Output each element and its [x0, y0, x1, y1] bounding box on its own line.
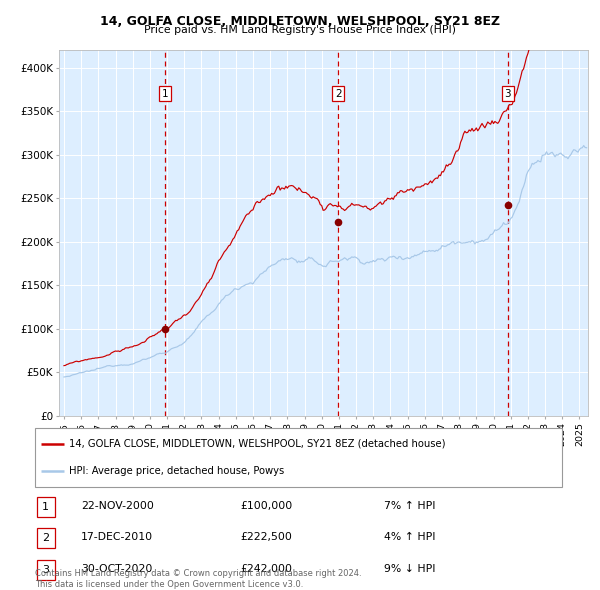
Text: 9% ↓ HPI: 9% ↓ HPI: [384, 564, 436, 573]
FancyBboxPatch shape: [37, 528, 55, 548]
Text: 14, GOLFA CLOSE, MIDDLETOWN, WELSHPOOL, SY21 8EZ: 14, GOLFA CLOSE, MIDDLETOWN, WELSHPOOL, …: [100, 15, 500, 28]
Text: Price paid vs. HM Land Registry's House Price Index (HPI): Price paid vs. HM Land Registry's House …: [144, 25, 456, 35]
FancyBboxPatch shape: [37, 497, 55, 517]
Text: 1: 1: [162, 88, 169, 99]
Text: Contains HM Land Registry data © Crown copyright and database right 2024.
This d: Contains HM Land Registry data © Crown c…: [35, 569, 361, 589]
Text: 1: 1: [42, 502, 49, 512]
Text: 3: 3: [505, 88, 511, 99]
Text: 22-NOV-2000: 22-NOV-2000: [81, 501, 154, 510]
Text: 30-OCT-2020: 30-OCT-2020: [81, 564, 152, 573]
Text: HPI: Average price, detached house, Powys: HPI: Average price, detached house, Powy…: [69, 466, 284, 476]
Text: £100,000: £100,000: [240, 501, 292, 510]
Text: 17-DEC-2010: 17-DEC-2010: [81, 532, 153, 542]
Text: £222,500: £222,500: [240, 532, 292, 542]
Text: 14, GOLFA CLOSE, MIDDLETOWN, WELSHPOOL, SY21 8EZ (detached house): 14, GOLFA CLOSE, MIDDLETOWN, WELSHPOOL, …: [69, 439, 446, 448]
Text: 4% ↑ HPI: 4% ↑ HPI: [384, 532, 436, 542]
Text: 2: 2: [42, 533, 49, 543]
Text: 3: 3: [42, 565, 49, 575]
FancyBboxPatch shape: [35, 428, 562, 487]
Text: £242,000: £242,000: [240, 564, 292, 573]
Text: 7% ↑ HPI: 7% ↑ HPI: [384, 501, 436, 510]
FancyBboxPatch shape: [37, 560, 55, 580]
Text: 2: 2: [335, 88, 341, 99]
